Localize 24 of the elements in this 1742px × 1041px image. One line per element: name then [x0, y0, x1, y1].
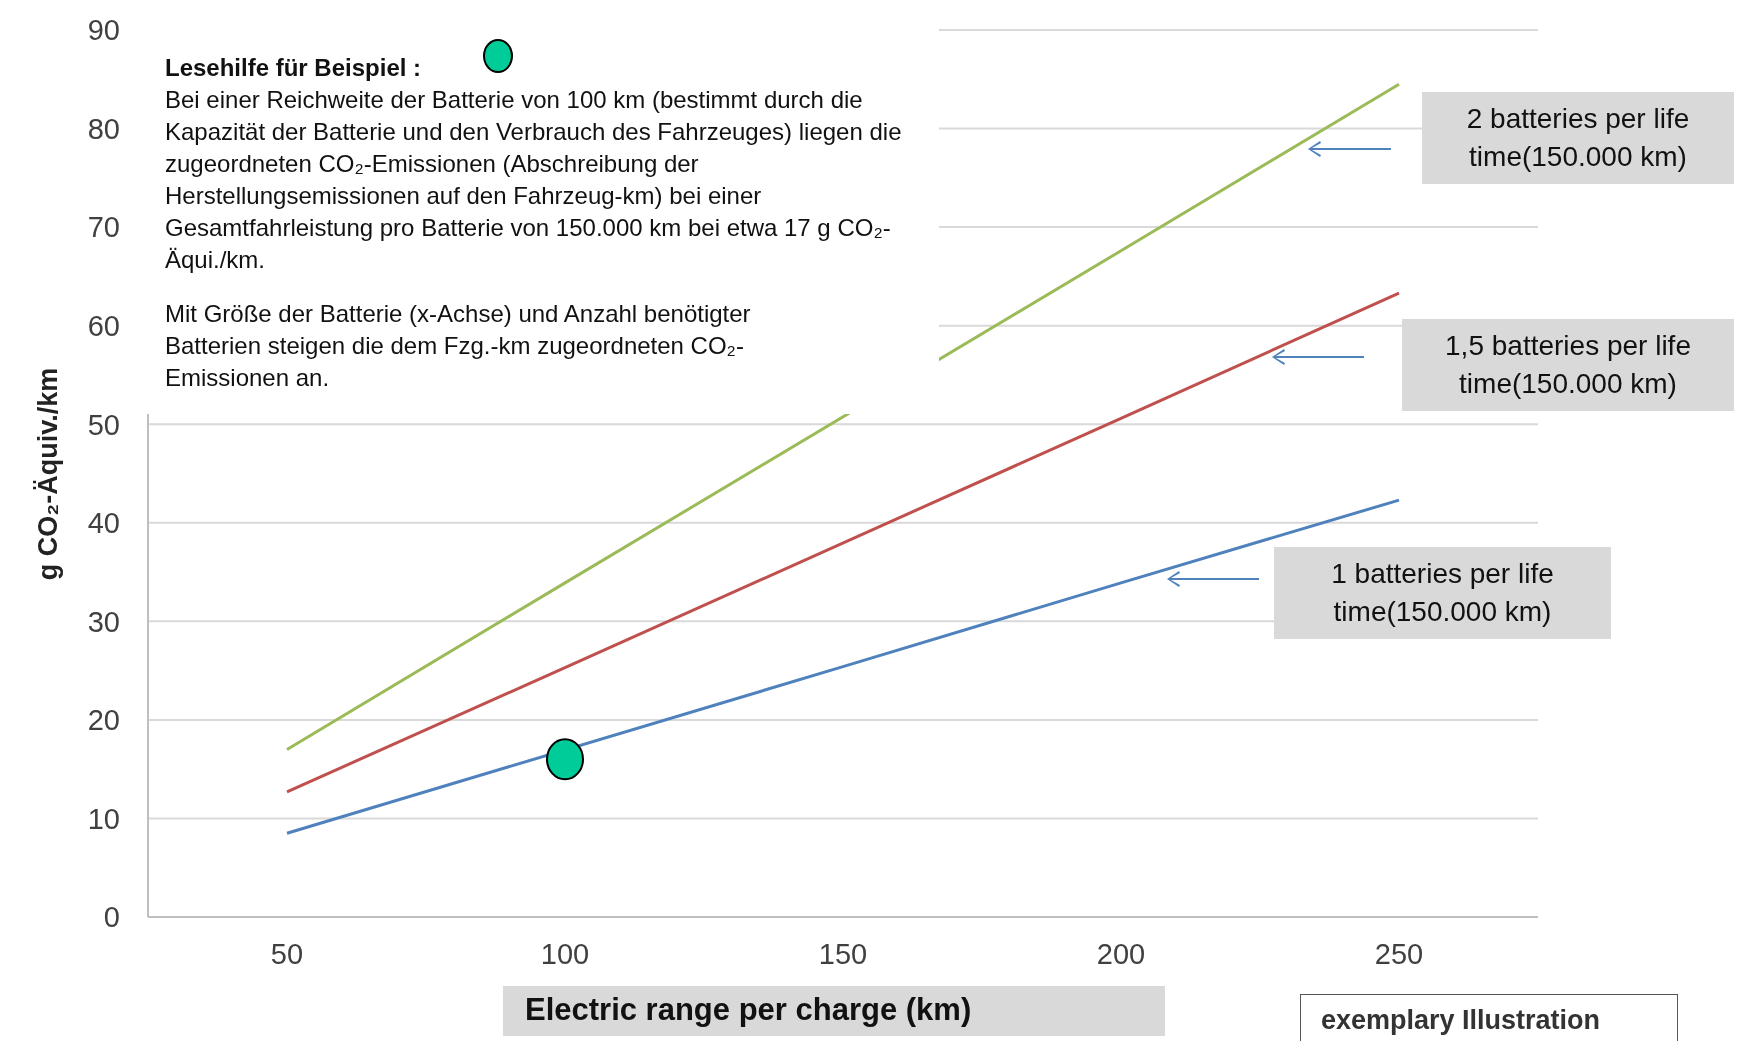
y-tick-label: 0	[103, 901, 120, 934]
y-tick-label: 50	[87, 408, 120, 441]
annotation: Lesehilfe für Beispiel :	[165, 53, 423, 83]
label-box: 1,5 batteries per life time(150.000 km)	[1402, 319, 1734, 411]
label-box: 1 batteries per life time(150.000 km)	[1274, 547, 1611, 639]
x-tick-label: 250	[1374, 937, 1424, 970]
x-tick-label: 100	[540, 937, 590, 970]
label-box: Electric range per charge (km)	[503, 986, 1165, 1036]
annotation: Mit Größe der Batterie (x-Achse) und Anzahl benötigter Batterien steigen die dem Fzg.-km zugeordneten CO₂-Emissionen an.	[165, 299, 752, 393]
x-tick-label: 50	[270, 937, 304, 970]
x-tick-label: 200	[1096, 937, 1146, 970]
x-tick-label: 150	[818, 937, 868, 970]
y-tick-label: 20	[87, 704, 120, 737]
annotation: Bei einer Reichweite der Batterie von 100 km (bestimmt durch die Kapazität der Batterie und den Verbrauch des Fahrzeuges) liegen die zugeordneten CO₂-Emissionen (Abschreibung der Herstellungsemissionen auf den Fahrzeug-km) bei einer Gesamtfahrleistung pro Batterie von 150.000 km bei etwa 17 g CO₂-Äqui./km.	[165, 85, 903, 275]
y-tick-label: 40	[87, 507, 120, 540]
y-tick-label: 80	[87, 112, 120, 145]
y-tick-label: 60	[87, 309, 120, 342]
note-box: exemplary Illustration	[1300, 994, 1678, 1041]
label-box: 2 batteries per life time(150.000 km)	[1422, 92, 1734, 184]
y-tick-label: 70	[87, 211, 120, 244]
y-tick-label: 10	[87, 802, 120, 835]
y-tick-label: 90	[87, 14, 120, 47]
y-axis-title: g CO₂-Äquiv./km	[32, 367, 64, 580]
y-tick-label: 30	[87, 605, 120, 638]
